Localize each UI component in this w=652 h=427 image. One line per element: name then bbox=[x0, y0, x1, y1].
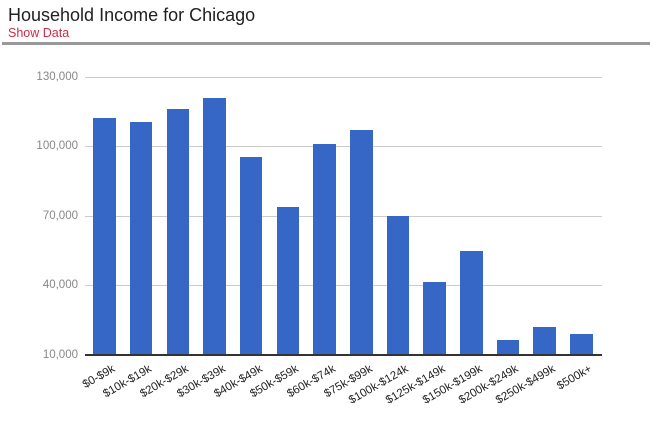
divider bbox=[2, 42, 650, 45]
gridline bbox=[85, 76, 602, 78]
gridline bbox=[85, 285, 602, 286]
chart-bar[interactable] bbox=[93, 117, 116, 355]
y-axis-tick-label: 10,000 bbox=[42, 348, 78, 361]
x-axis-line bbox=[85, 354, 602, 356]
y-axis-tick-label: 70,000 bbox=[42, 209, 78, 222]
y-axis-tick-label: 100,000 bbox=[36, 140, 78, 152]
chart-bar[interactable] bbox=[203, 97, 226, 355]
chart-bar[interactable] bbox=[129, 122, 153, 355]
gridline bbox=[85, 215, 602, 217]
chart-bar[interactable] bbox=[570, 334, 593, 355]
chart-bar[interactable] bbox=[276, 206, 300, 355]
chart-bar[interactable] bbox=[239, 156, 263, 355]
gridline bbox=[85, 146, 602, 147]
y-axis-tick-label: 130,000 bbox=[36, 70, 78, 83]
chart-bar[interactable] bbox=[350, 130, 373, 355]
page-title: Household Income for Chicago bbox=[8, 5, 256, 25]
show-data-link[interactable]: Show Data bbox=[8, 26, 70, 40]
chart-bar[interactable] bbox=[423, 282, 446, 355]
chart-bar[interactable] bbox=[313, 144, 336, 355]
y-axis-tick-label: 40,000 bbox=[42, 279, 78, 291]
x-axis-tick-label: $500k+ bbox=[555, 363, 595, 393]
chart-bar[interactable] bbox=[460, 250, 483, 355]
chart-bar[interactable] bbox=[166, 109, 190, 355]
chart-bar[interactable] bbox=[386, 216, 410, 355]
chart-bar[interactable] bbox=[533, 327, 556, 355]
chart-bar[interactable] bbox=[496, 339, 520, 355]
